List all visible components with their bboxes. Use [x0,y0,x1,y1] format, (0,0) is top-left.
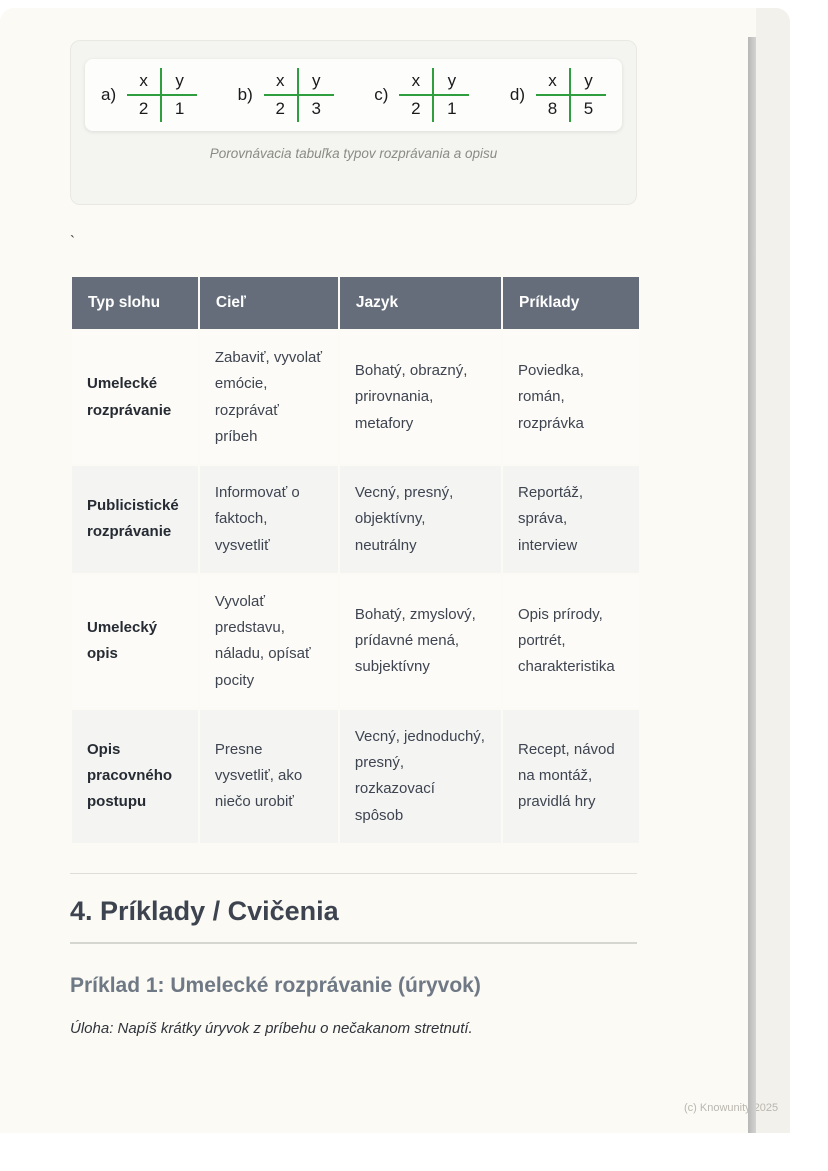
mini-cell-value: 8 [536,96,571,122]
mini-table-c: c) x y 2 1 [374,68,470,122]
example-heading: Príklad 1: Umelecké rozprávanie (úryvok) [70,973,481,997]
mini-cell-x: x [399,68,435,96]
table-cell: Opis pracovného postupu [72,709,198,843]
mini-cell-value: 1 [174,99,185,118]
mini-table-grid: x y 2 3 [263,68,334,122]
mini-cell-y: y [571,68,606,96]
stray-backtick: ` [70,233,75,250]
mini-cell-x: x [127,68,163,96]
table-cell: Recept, návod na montáž, pravidlá hry [503,709,639,843]
table-cell: Umelecký opis [72,574,198,708]
mini-cell-value: 2 [399,96,435,122]
mini-cell-value: 1 [447,99,457,118]
figure-caption: Porovnávacia tabuľka typov rozprávania a… [209,146,498,161]
table-cell: Bohatý, zmyslový, prídavné mená, subjekt… [339,574,501,708]
column-header-jazyk: Jazyk [339,277,501,329]
mini-cell-x: x [263,68,299,96]
mini-table-b: b) x y 2 3 [238,68,334,122]
column-header-ciel: Cieľ [199,277,338,329]
scrollbar-track[interactable] [756,8,790,1133]
table-row: Opis pracovného postupu Presne vysvetliť… [72,709,639,843]
mini-table-grid: x y 2 1 [127,68,198,122]
table-row: Umelecký opis Vyvolať predstavu, náladu,… [72,574,639,708]
table-cell: Publicistické rozprávanie [72,466,198,573]
mini-table-label: d) [509,85,525,104]
table-header-row: Typ slohu Cieľ Jazyk Príklady [72,277,639,329]
scrollbar-thumb[interactable] [748,37,756,1133]
table-cell: Poviedka, román, rozprávka [503,331,639,464]
table-cell: Zabaviť, vyvolať emócie, rozprávať príbe… [199,331,338,464]
mini-table-label: a) [101,85,117,104]
mini-cell-value: 2 [264,96,299,122]
table-cell: Vecný, jednoduchý, presný, rozkazovací s… [339,709,501,843]
mini-cell-y: y [434,68,470,96]
mini-cell-x: x [536,68,571,96]
mini-table-a: a) x y 2 1 [101,68,198,122]
mini-cell-value: 3 [311,99,321,118]
figure-image: a) x y 2 1 b) x y 2 3 [85,59,622,131]
figure-card: a) x y 2 1 b) x y 2 3 [70,40,637,205]
table-cell: Umelecké rozprávanie [72,331,198,464]
mini-table-label: b) [237,85,253,104]
table-row: Publicistické rozprávanie Informovať o f… [72,466,639,573]
column-header-priklady: Príklady [503,277,639,329]
comparison-table: Typ slohu Cieľ Jazyk Príklady Umelecké r… [70,275,641,845]
table-cell: Reportáž, správa, interview [503,466,639,573]
table-cell: Vyvolať predstavu, náladu, opísať pocity [199,574,338,708]
mini-table-grid: x y 2 1 [399,68,470,122]
document-content: a) x y 2 1 b) x y 2 3 [70,40,639,1037]
table-cell: Informovať o faktoch, vysvetliť [199,466,338,573]
table-cell: Opis prírody, portrét, charakteristika [503,574,639,708]
mini-table-label: c) [374,85,389,104]
document-page: a) x y 2 1 b) x y 2 3 [0,8,790,1133]
section-heading: 4. Príklady / Cvičenia [70,896,637,944]
mini-cell-y: y [162,68,198,96]
table-cell: Vecný, presný, objektívny, neutrálny [339,466,501,573]
mini-cell-value: 5 [583,99,594,118]
mini-cell-value: 2 [127,96,163,122]
table-cell: Presne vysvetliť, ako niečo urobiť [199,709,338,843]
task-text: Úloha: Napíš krátky úryvok z príbehu o n… [70,1019,473,1037]
mini-table-d: d) x y 8 5 [510,68,606,122]
mini-table-grid: x y 8 5 [536,68,606,122]
mini-cell-y: y [298,68,334,96]
section-divider [70,872,637,874]
table-cell: Bohatý, obrazný, prirovnania, metafory [339,331,501,464]
table-row: Umelecké rozprávanie Zabaviť, vyvolať em… [72,331,639,464]
watermark: (c) Knowunity 2025 [684,1102,779,1114]
column-header-typ-slohu: Typ slohu [72,277,198,329]
